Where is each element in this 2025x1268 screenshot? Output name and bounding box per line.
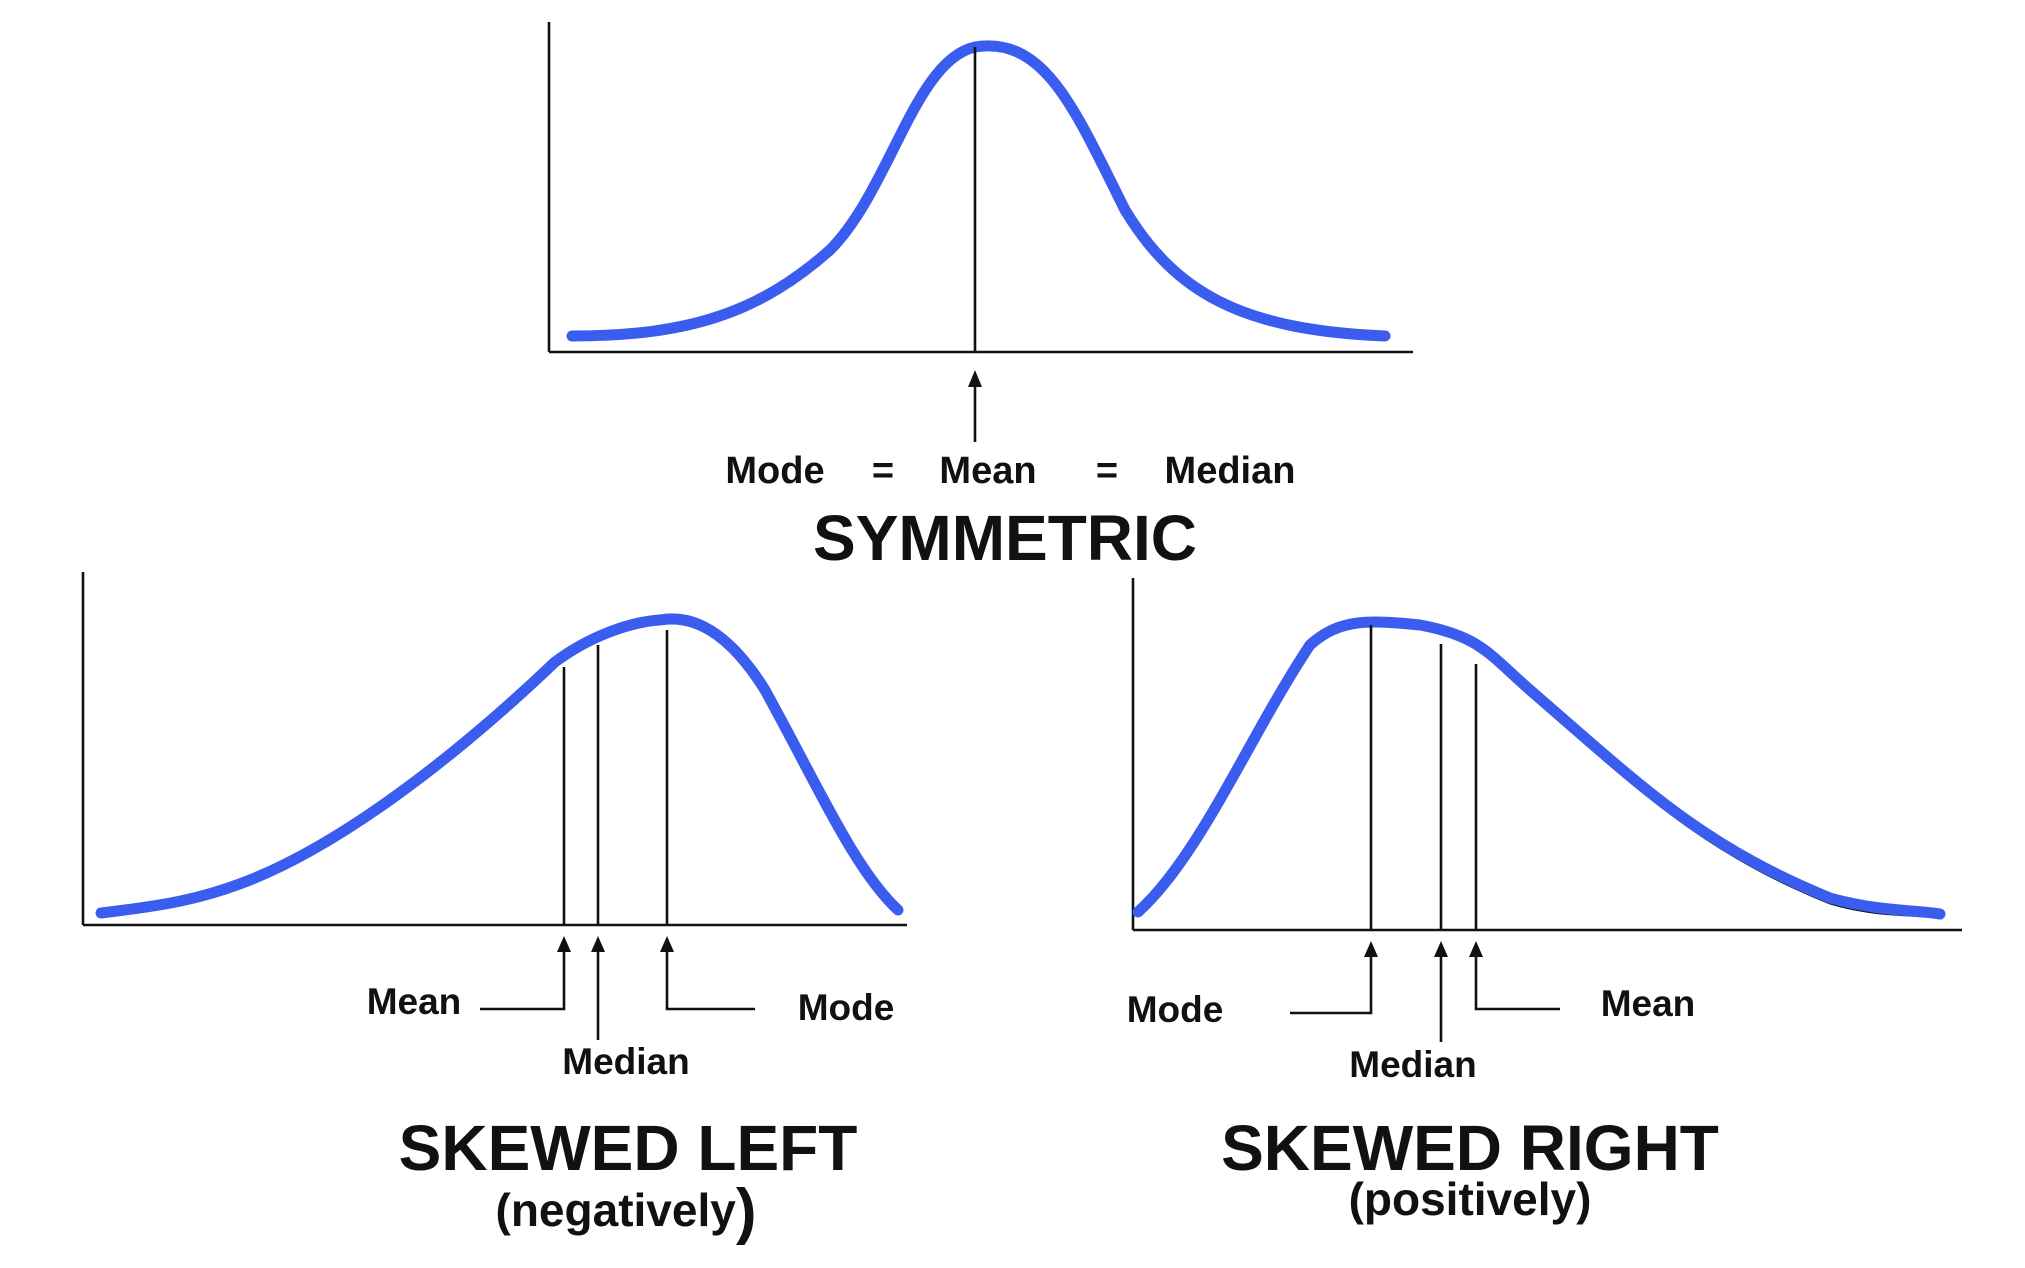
skewed-right-mean-arrowhead — [1469, 941, 1483, 957]
skewed-left-subtitle-open: (negatively — [496, 1184, 737, 1236]
symmetric-median-label: Median — [1165, 450, 1296, 492]
skewed-right-curve-outline — [1137, 622, 1941, 920]
skewed-left-median-arrowhead — [591, 936, 605, 952]
skewed-right-subtitle: (positively) — [1349, 1173, 1592, 1225]
skewed-right-median-arrowhead — [1434, 941, 1448, 957]
skewed-left-subtitle-close: ) — [736, 1177, 757, 1246]
skewed-left-mode-arrow — [665, 947, 755, 1011]
skewed-right-mode-arrowhead — [1364, 941, 1378, 957]
skewed-left-mean-label: Mean — [367, 981, 462, 1022]
skewed-left-mode-arrowhead — [660, 936, 674, 952]
skewed-left-mode-label: Mode — [798, 987, 895, 1028]
skewed-left-median-label: Median — [562, 1041, 689, 1082]
skewed-right-title: SKEWED RIGHT — [1221, 1112, 1719, 1184]
symmetric-title: SYMMETRIC — [813, 502, 1197, 574]
skewed-left-mean-arrowhead — [557, 936, 571, 952]
symmetric-mode-label: Mode — [725, 450, 824, 492]
skewed-left-curve-outline — [100, 619, 900, 918]
skewed-right-mode-arrow — [1290, 952, 1373, 1015]
skewed-right-median-label: Median — [1349, 1044, 1476, 1085]
skewed-left-mean-arrow — [480, 947, 566, 1011]
symmetric-equals-1: = — [872, 450, 894, 492]
skewed-left-subtitle: (negatively) — [496, 1177, 757, 1246]
skewed-right-curve — [1132, 616, 1946, 920]
symmetric-arrow-head — [968, 370, 982, 387]
skewed-right-panel: Mode Median Mean SKEWED RIGHT (positivel… — [1127, 578, 1962, 1225]
symmetric-mean-label: Mean — [939, 450, 1036, 492]
symmetric-curve — [566, 40, 1391, 342]
skewed-left-curve — [95, 613, 904, 919]
symmetric-panel: Mode = Mean = Median SYMMETRIC — [547, 22, 1413, 574]
symmetric-equals-2: = — [1096, 450, 1118, 492]
skewed-left-title: SKEWED LEFT — [399, 1112, 858, 1184]
skewed-right-mean-arrow — [1474, 952, 1560, 1011]
skewed-right-mode-label: Mode — [1127, 989, 1224, 1030]
skewed-left-panel: Mean Median Mode SKEWED LEFT (negatively… — [81, 572, 907, 1246]
skewed-right-mean-label: Mean — [1601, 983, 1696, 1024]
